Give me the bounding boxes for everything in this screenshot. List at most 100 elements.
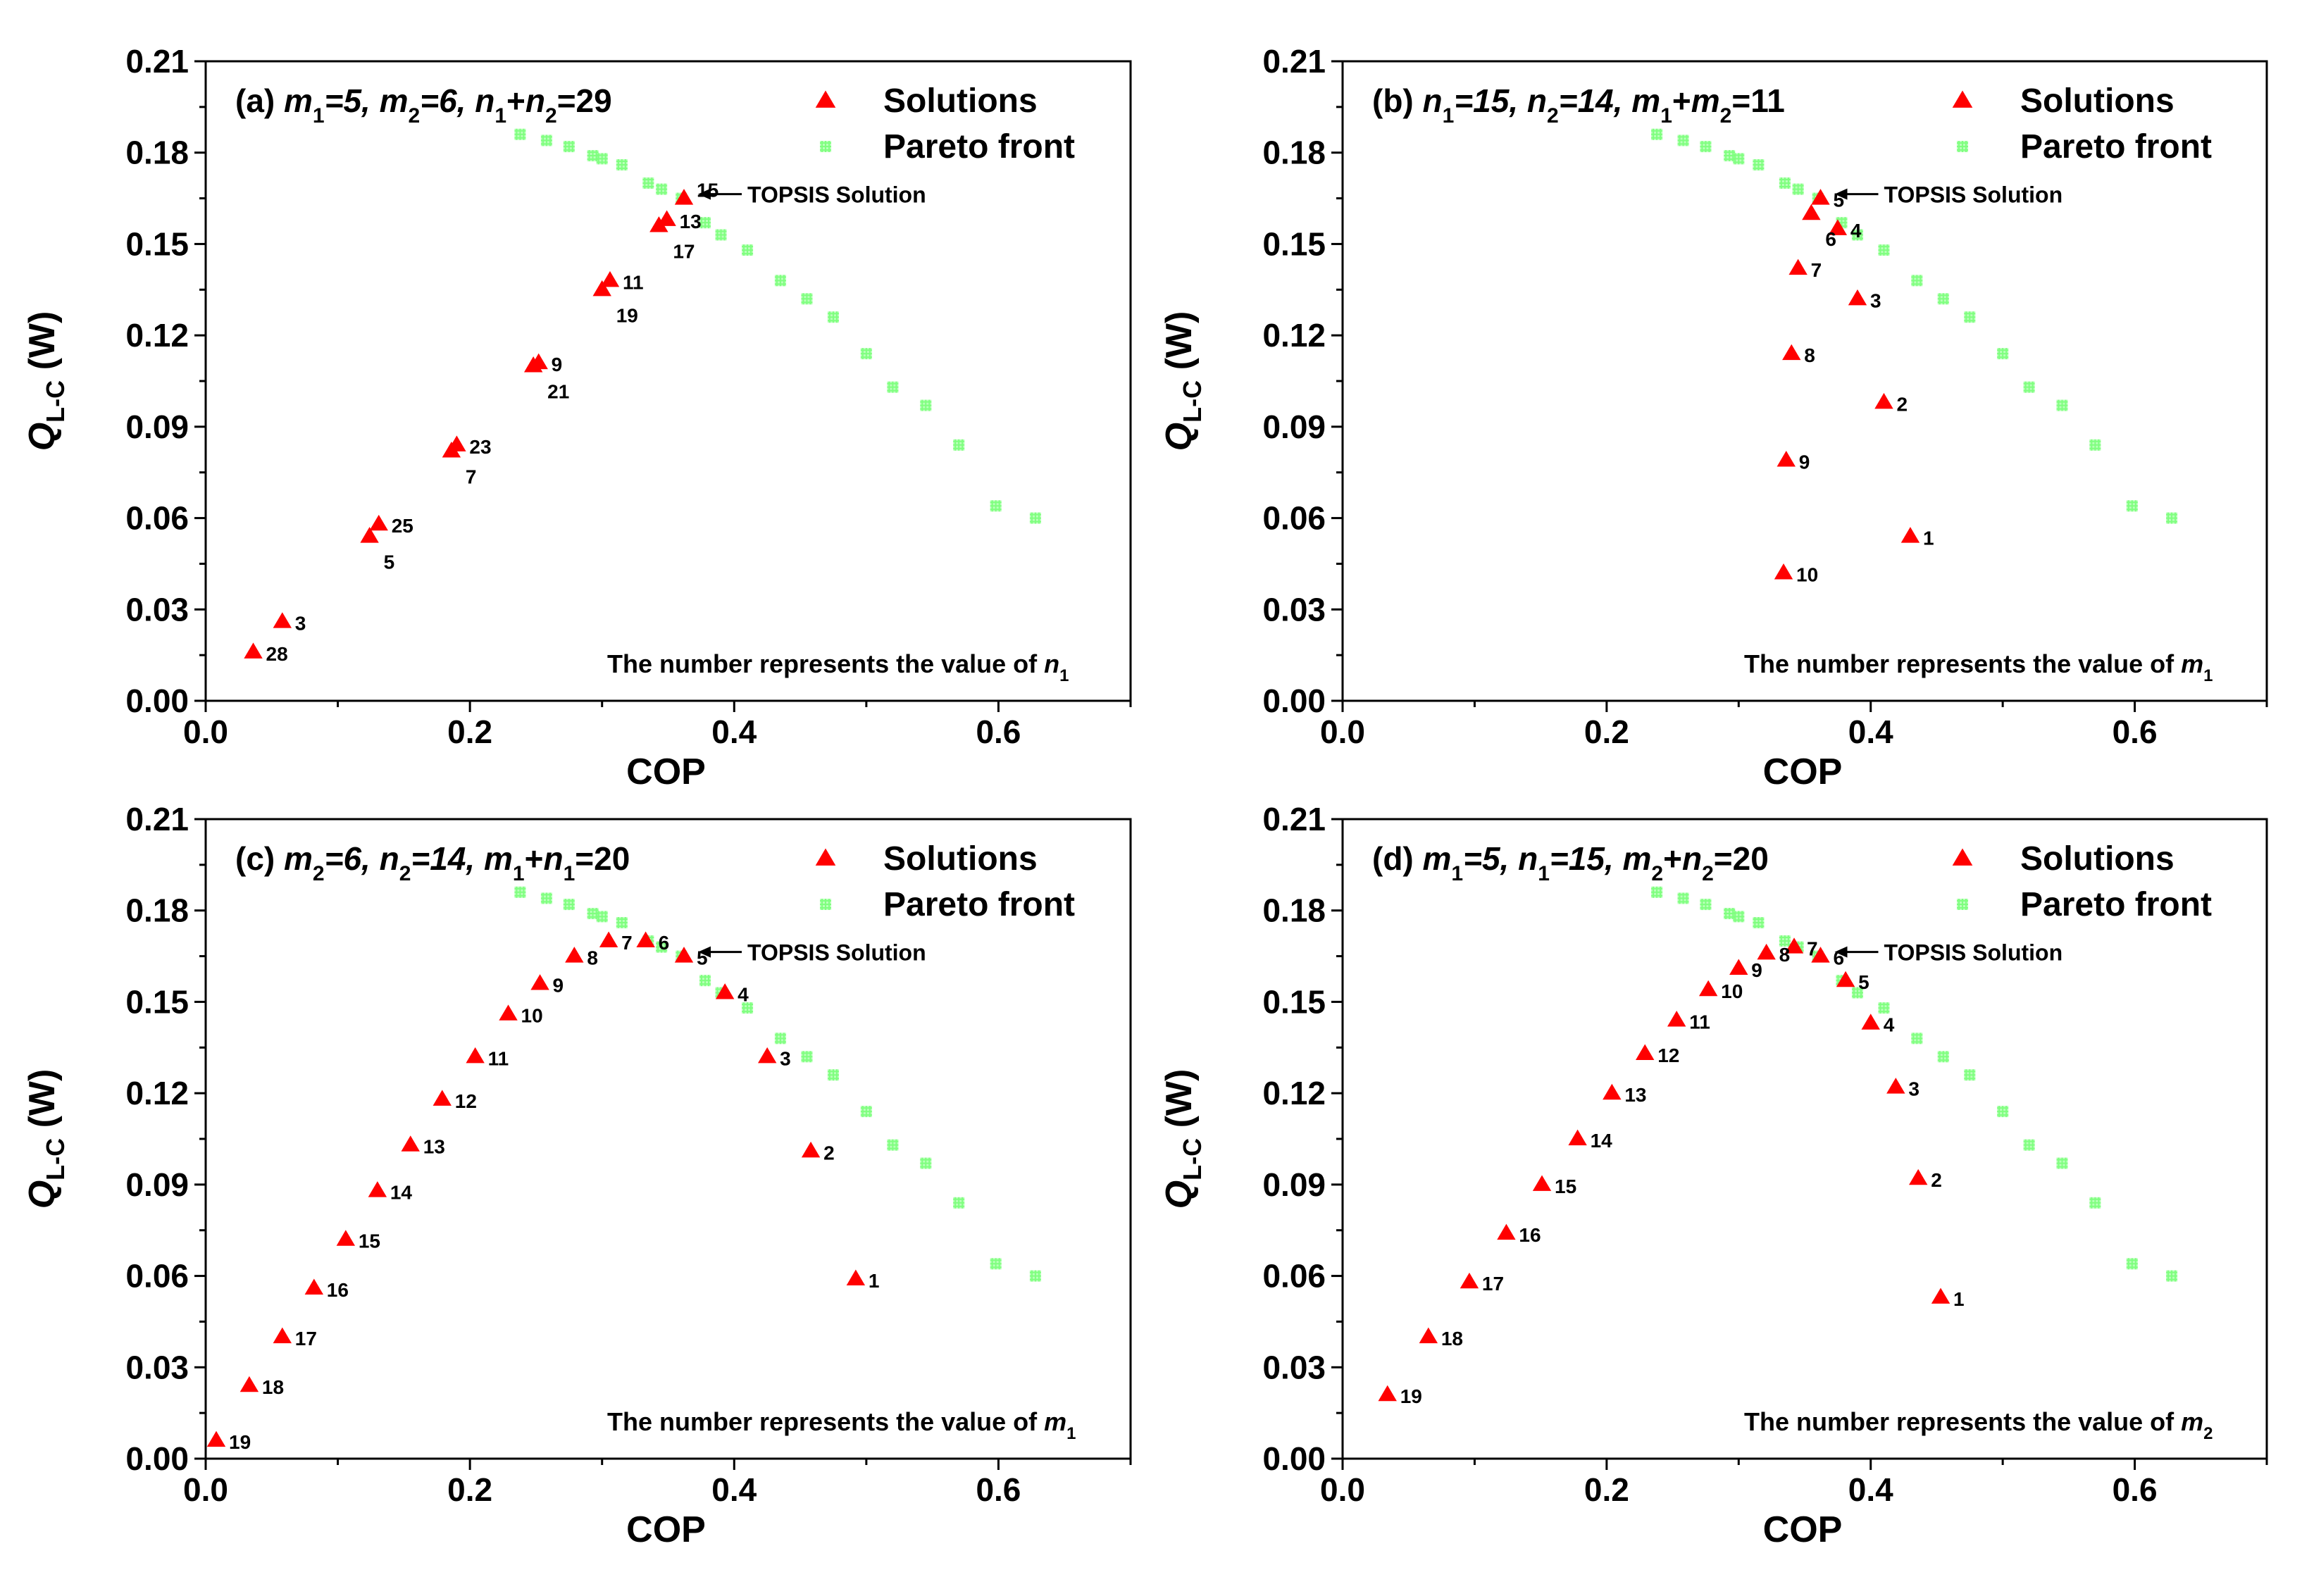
pareto-point: [616, 917, 628, 929]
pareto-point: [887, 381, 899, 393]
x-tick-label: 0.4: [711, 713, 757, 750]
solution-point: [360, 527, 379, 543]
topsis-label: TOPSIS Solution: [1884, 940, 2063, 966]
pareto-point: [920, 399, 932, 411]
y-tick-label: 0.15: [125, 225, 189, 262]
pareto-point: [1997, 348, 2009, 360]
point-label: 6: [659, 932, 670, 954]
point-label: 10: [1721, 980, 1743, 1002]
solution-point: [1698, 980, 1718, 997]
y-tick-label: 0.03: [1262, 1349, 1326, 1385]
pareto-point: [1779, 177, 1791, 189]
y-tick-label: 0.21: [125, 43, 189, 80]
pareto-point: [1779, 935, 1791, 947]
pareto-point: [1997, 1106, 2009, 1118]
pareto-point: [563, 899, 575, 911]
pareto-point: [860, 348, 872, 360]
solution-point: [1532, 1175, 1552, 1191]
solution-point: [433, 1090, 452, 1106]
point-label: 3: [1870, 289, 1881, 311]
point-label: 8: [587, 947, 598, 969]
pareto-point: [1677, 892, 1689, 904]
y-tick-label: 0.03: [125, 591, 189, 628]
point-label: 19: [229, 1431, 251, 1453]
point-label: 3: [780, 1047, 791, 1069]
solution-point: [1378, 1385, 1397, 1402]
solution-point: [715, 983, 735, 999]
x-tick-label: 0.2: [447, 713, 492, 750]
point-label: 13: [680, 211, 702, 232]
point-label: 25: [392, 515, 413, 537]
point-label: 15: [1555, 1176, 1576, 1197]
point-label: 17: [1482, 1273, 1504, 1295]
annotation-note: The number represents the value of m2: [1744, 1407, 2213, 1443]
pareto-point: [774, 1033, 786, 1045]
point-label: 16: [1519, 1224, 1541, 1246]
solution-point: [1788, 258, 1808, 275]
legend-solutions-label: Solutions: [2020, 840, 2175, 878]
solution-point: [600, 270, 620, 287]
pareto-point: [801, 1051, 813, 1063]
pareto-point: [1733, 153, 1745, 165]
x-tick-label: 0.6: [2113, 713, 2158, 750]
solution-point: [1836, 971, 1855, 987]
pareto-point: [1651, 886, 1663, 898]
topsis-arrow-head: [1834, 188, 1848, 200]
pareto-point: [596, 911, 608, 923]
point-label: 21: [547, 380, 569, 402]
y-tick-label: 0.09: [1262, 1166, 1326, 1203]
legend-pareto-label: Pareto front: [883, 886, 1075, 923]
solution-point: [1460, 1272, 1479, 1289]
point-label: 2: [1896, 393, 1908, 415]
pareto-point: [1911, 275, 1923, 287]
solution-point: [239, 1376, 259, 1392]
y-tick-label: 0.09: [1262, 409, 1326, 445]
annotation-note: The number represents the value of m1: [1744, 649, 2213, 685]
x-tick-label: 0.2: [1584, 713, 1629, 750]
topsis-label: TOPSIS Solution: [1884, 182, 2063, 208]
topsis-arrow-head: [698, 946, 711, 958]
solution-point: [273, 612, 292, 628]
pareto-point: [887, 1139, 899, 1151]
point-label: 17: [673, 240, 695, 262]
legend-pareto-label: Pareto front: [883, 128, 1075, 166]
pareto-point: [1753, 917, 1765, 929]
pareto-point: [2126, 500, 2138, 512]
point-label: 7: [1807, 938, 1818, 960]
point-label: 1: [1953, 1288, 1965, 1310]
annotation-note: The number represents the value of m1: [607, 1407, 1076, 1443]
pareto-point: [774, 275, 786, 287]
x-tick-label: 0.4: [711, 1471, 757, 1508]
pareto-point: [742, 1002, 754, 1014]
pareto-point: [2023, 381, 2035, 393]
pareto-point: [642, 177, 654, 189]
y-tick-label: 0.21: [125, 801, 189, 837]
solution-point: [1874, 392, 1893, 409]
solution-point: [1900, 527, 1920, 543]
y-tick-label: 0.12: [1262, 1075, 1326, 1111]
x-axis-label: COP: [626, 752, 706, 792]
pareto-point: [1911, 1033, 1923, 1045]
solution-point: [206, 1430, 226, 1447]
x-axis-label: COP: [1763, 1509, 1843, 1550]
y-tick-label: 0.12: [125, 1075, 189, 1111]
x-tick-label: 0.2: [1584, 1471, 1629, 1508]
pareto-point: [827, 1069, 839, 1081]
x-tick-label: 0.0: [1320, 1471, 1365, 1508]
solution-point: [336, 1230, 356, 1246]
solution-point: [529, 353, 548, 370]
pareto-point: [699, 975, 711, 987]
pareto-point: [2056, 1157, 2068, 1169]
pareto-point: [953, 439, 965, 451]
pareto-point: [715, 229, 727, 241]
pareto-point: [1937, 1051, 1949, 1063]
panel-title: (a) m1=5, m2=6, n1+n2=29: [235, 82, 612, 127]
y-tick-label: 0.00: [1262, 1440, 1326, 1477]
y-tick-label: 0.15: [1262, 225, 1326, 262]
pareto-point: [1029, 1270, 1041, 1282]
solution-point: [565, 947, 584, 963]
point-label: 1: [1923, 528, 1934, 549]
point-label: 14: [1591, 1130, 1613, 1152]
pareto-point: [2126, 1258, 2138, 1270]
